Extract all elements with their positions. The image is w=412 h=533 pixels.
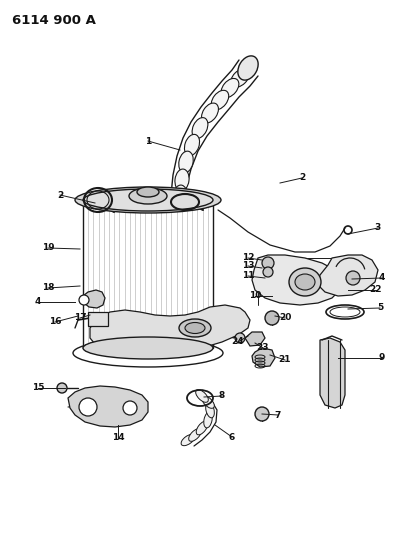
- Text: 18: 18: [42, 284, 54, 293]
- Ellipse shape: [238, 56, 258, 80]
- Ellipse shape: [221, 78, 239, 98]
- Text: 24: 24: [232, 337, 244, 346]
- Text: 14: 14: [112, 433, 124, 442]
- Text: 22: 22: [370, 286, 382, 295]
- Text: 7: 7: [275, 410, 281, 419]
- Text: 3: 3: [375, 223, 381, 232]
- Text: 16: 16: [49, 318, 61, 327]
- Ellipse shape: [196, 421, 208, 435]
- Text: 6: 6: [229, 432, 235, 441]
- Circle shape: [79, 398, 97, 416]
- Circle shape: [235, 333, 245, 343]
- Text: 11: 11: [242, 271, 254, 280]
- Polygon shape: [318, 255, 378, 296]
- Text: 21: 21: [279, 356, 291, 365]
- Ellipse shape: [179, 319, 211, 337]
- Text: 4: 4: [379, 273, 385, 282]
- Text: 2: 2: [57, 190, 63, 199]
- Circle shape: [79, 295, 89, 305]
- Text: 4: 4: [35, 297, 41, 306]
- Circle shape: [265, 311, 279, 325]
- Ellipse shape: [181, 434, 195, 446]
- Ellipse shape: [137, 187, 159, 197]
- Ellipse shape: [202, 395, 214, 408]
- Bar: [88, 312, 108, 326]
- Ellipse shape: [192, 118, 208, 139]
- Text: 10: 10: [249, 292, 261, 301]
- Polygon shape: [90, 305, 250, 352]
- Ellipse shape: [289, 268, 321, 296]
- Text: 12: 12: [242, 254, 254, 262]
- Circle shape: [123, 401, 137, 415]
- Ellipse shape: [171, 196, 185, 204]
- Polygon shape: [68, 386, 148, 427]
- Text: 19: 19: [42, 244, 54, 253]
- Text: 8: 8: [219, 392, 225, 400]
- Ellipse shape: [239, 61, 257, 79]
- Ellipse shape: [83, 189, 213, 211]
- Ellipse shape: [201, 103, 218, 123]
- Text: 2: 2: [299, 174, 305, 182]
- Ellipse shape: [204, 412, 212, 428]
- Circle shape: [263, 267, 273, 277]
- Ellipse shape: [173, 185, 187, 207]
- Circle shape: [57, 383, 67, 393]
- Polygon shape: [252, 348, 275, 367]
- Ellipse shape: [185, 134, 199, 156]
- Text: 17: 17: [74, 313, 86, 322]
- Text: 5: 5: [377, 303, 383, 312]
- Polygon shape: [320, 338, 345, 408]
- Text: 6114 900 A: 6114 900 A: [12, 14, 96, 27]
- Text: 15: 15: [32, 384, 44, 392]
- Ellipse shape: [206, 402, 214, 418]
- Ellipse shape: [83, 337, 213, 359]
- Ellipse shape: [179, 151, 193, 173]
- Polygon shape: [245, 332, 265, 346]
- Text: 1: 1: [145, 136, 151, 146]
- Ellipse shape: [211, 90, 229, 110]
- Ellipse shape: [295, 274, 315, 290]
- Ellipse shape: [185, 322, 205, 334]
- Ellipse shape: [129, 188, 167, 204]
- Circle shape: [346, 271, 360, 285]
- Text: 9: 9: [379, 353, 385, 362]
- Polygon shape: [83, 290, 105, 308]
- Circle shape: [255, 407, 269, 421]
- Text: 23: 23: [257, 343, 269, 352]
- Ellipse shape: [196, 390, 208, 402]
- Ellipse shape: [175, 169, 189, 191]
- Ellipse shape: [231, 69, 249, 87]
- Circle shape: [262, 257, 274, 269]
- Text: 13: 13: [242, 262, 254, 271]
- Ellipse shape: [189, 429, 201, 441]
- Text: 20: 20: [279, 313, 291, 322]
- Ellipse shape: [75, 187, 221, 213]
- Polygon shape: [252, 255, 342, 305]
